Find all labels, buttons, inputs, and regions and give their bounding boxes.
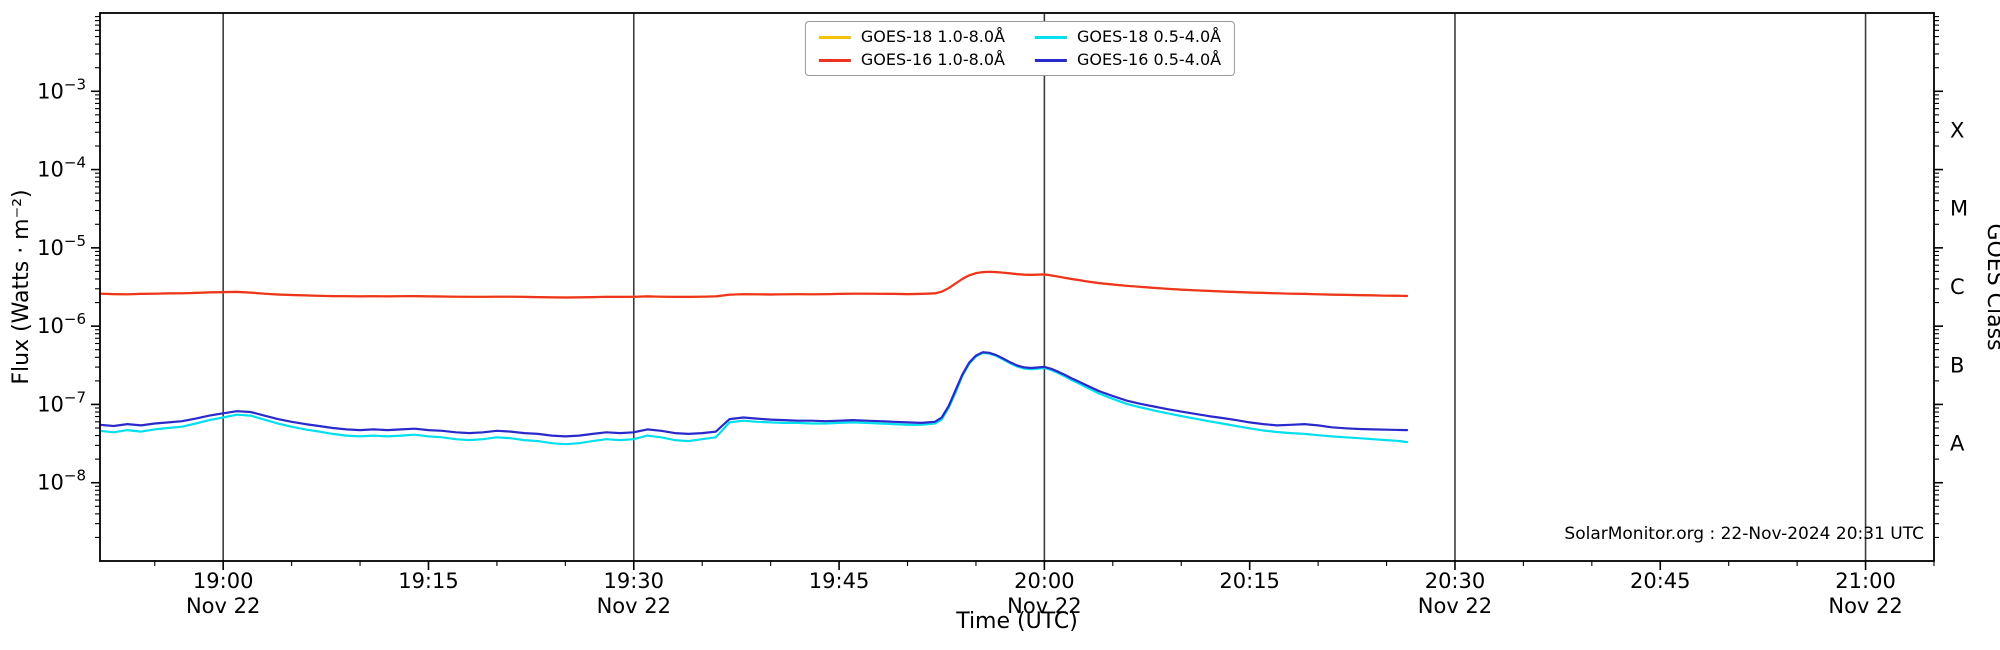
- legend-line-swatch-goes16-short: [1035, 58, 1067, 62]
- x-tick-label: 19:30: [604, 569, 665, 593]
- x-tick-date: Nov 22: [1828, 594, 1902, 618]
- x-tick-label: 21:00: [1835, 569, 1896, 593]
- x-tick-label: 20:00: [1014, 569, 1075, 593]
- chart-element: −3: [64, 75, 86, 93]
- x-tick-label: 19:00: [193, 569, 254, 593]
- solarmonitor-credit: SolarMonitor.org : 22-Nov-2024 20:31 UTC: [1564, 524, 1924, 544]
- legend-item-goes18-long: GOES-18 1.0-8.0Å: [818, 27, 1005, 46]
- chart-element: −6: [64, 310, 86, 328]
- legend-label-goes16-short: GOES-16 0.5-4.0Å: [1077, 50, 1222, 69]
- goes-class-letter: M: [1950, 197, 1968, 221]
- legend-column-long-channel: GOES-18 1.0-8.0Å GOES-16 1.0-8.0Å: [818, 27, 1005, 69]
- y-axis-label: Flux (Watts · m⁻²): [9, 189, 34, 384]
- x-tick-date: Nov 22: [1007, 594, 1081, 618]
- legend-label-goes16-long: GOES-16 1.0-8.0Å: [860, 50, 1005, 69]
- plot-border: [99, 12, 1935, 562]
- chart-legend: GOES-18 1.0-8.0Å GOES-16 1.0-8.0Å GOES-1…: [804, 21, 1236, 76]
- chart-element: −7: [64, 388, 86, 406]
- goes-class-letter: A: [1950, 432, 1965, 456]
- series-line-1: [98, 270, 1409, 299]
- legend-label-goes18-long: GOES-18 1.0-8.0Å: [860, 27, 1005, 46]
- right-axis-label: GOES Class: [1982, 223, 2000, 350]
- y-tick-label: 10−4: [37, 154, 86, 182]
- x-axis-label: Time (UTC): [955, 609, 1078, 634]
- series-line-2: [98, 351, 1409, 446]
- y-tick-label: 10−5: [37, 232, 86, 260]
- y-tick-label: 10−6: [37, 310, 86, 338]
- legend-item-goes18-short: GOES-18 0.5-4.0Å: [1035, 29, 1221, 45]
- x-tick-date: Nov 22: [597, 594, 671, 618]
- legend-line-swatch-goes16-long: [818, 58, 851, 62]
- chart-element: −4: [64, 154, 86, 172]
- x-tick-label: 20:30: [1425, 569, 1486, 593]
- x-tick-date: Nov 22: [1418, 594, 1492, 618]
- y-tick-label: 10−8: [37, 467, 86, 495]
- x-tick-label: 19:15: [398, 569, 459, 593]
- y-tick-label: 10−7: [37, 388, 86, 416]
- legend-item-goes16-long: GOES-16 1.0-8.0Å: [818, 50, 1005, 69]
- legend-column-short-channel: GOES-18 0.5-4.0Å GOES-16 0.5-4.0Å: [1035, 29, 1221, 68]
- x-tick-label: 19:45: [809, 569, 870, 593]
- x-tick-label: 20:45: [1630, 569, 1691, 593]
- goes-class-letter: X: [1950, 118, 1964, 142]
- goes-class-letter: C: [1950, 275, 1965, 299]
- legend-label-goes18-short: GOES-18 0.5-4.0Å: [1077, 27, 1222, 46]
- series-line-3: [98, 351, 1409, 438]
- legend-line-swatch-goes18-long: [818, 35, 851, 39]
- legend-item-goes16-short: GOES-16 0.5-4.0Å: [1035, 52, 1221, 68]
- x-tick-label: 20:15: [1219, 569, 1280, 593]
- chart-element: −5: [64, 232, 86, 250]
- y-tick-label: 10−3: [37, 75, 86, 103]
- goes-class-letter: B: [1950, 353, 1964, 377]
- x-tick-date: Nov 22: [186, 594, 260, 618]
- legend-line-swatch-goes18-short: [1035, 35, 1067, 39]
- chart-element: −8: [64, 467, 86, 485]
